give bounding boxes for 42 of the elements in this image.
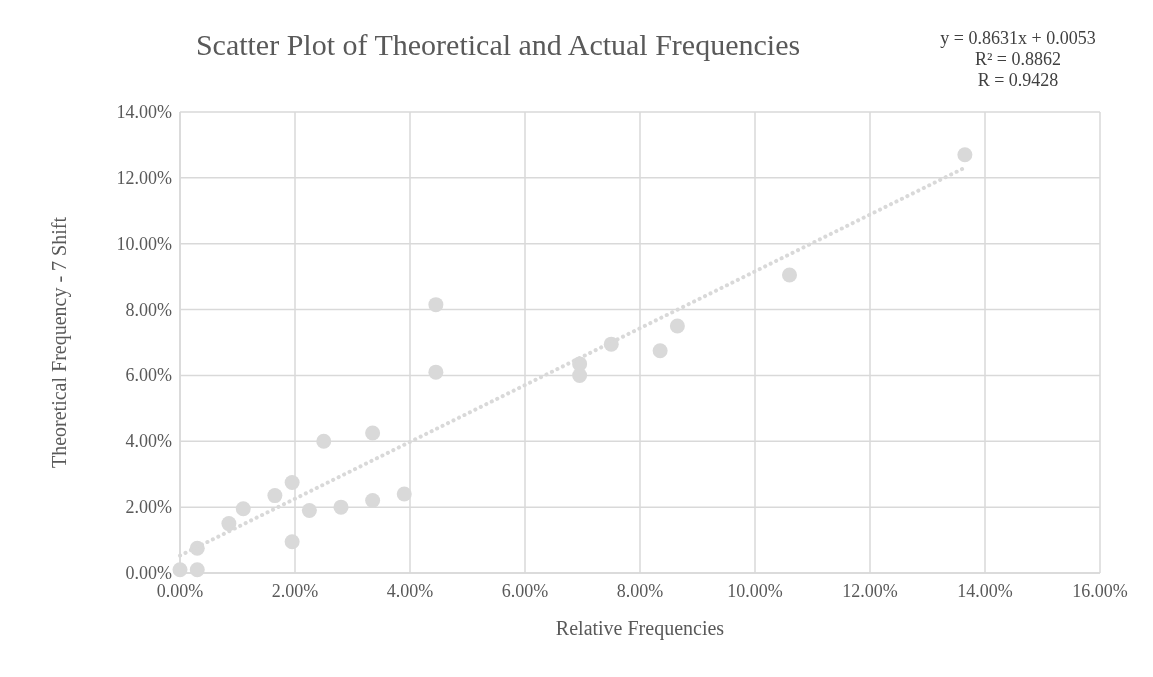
point	[235, 501, 251, 517]
x-tick-label: 14.00%	[957, 581, 1013, 601]
x-tick-label: 4.00%	[386, 581, 434, 601]
point	[428, 364, 444, 380]
text: y = 0.8631x + 0.0053	[940, 28, 1096, 48]
point	[428, 297, 444, 313]
y-tick-label: 4.00%	[125, 431, 172, 452]
point	[365, 425, 381, 441]
point	[333, 499, 349, 515]
point	[221, 516, 237, 532]
point	[652, 343, 668, 359]
point	[284, 474, 300, 490]
x-tick-label: 8.00%	[616, 581, 664, 601]
y-tick-label: 6.00%	[125, 365, 172, 386]
point	[284, 534, 300, 550]
point	[669, 318, 685, 334]
x-tick-label: 2.00%	[271, 581, 319, 601]
point	[957, 147, 973, 163]
chart-title: Scatter Plot of Theoretical and Actual Frequencies	[195, 28, 801, 61]
x-tick-label: 0.00%	[156, 581, 204, 601]
point	[189, 562, 205, 578]
y-axis-title: Theoretical Frequency - 7 Shift	[48, 216, 71, 469]
point	[267, 488, 283, 504]
x-tick-label: 6.00%	[501, 581, 549, 601]
y-tick-label: 0.00%	[125, 563, 172, 583]
point	[301, 502, 317, 518]
y-tick-label: 10.00%	[116, 233, 172, 254]
x-tick-label: 10.00%	[727, 581, 783, 601]
point	[316, 433, 332, 449]
y-tick-label: 2.00%	[125, 497, 172, 518]
text: R = 0.9428	[977, 70, 1059, 90]
point	[782, 267, 797, 283]
x-tick-label: 12.00%	[842, 581, 898, 601]
x-tick-label: 16.00%	[1072, 581, 1128, 601]
point	[396, 486, 412, 502]
y-tick-label: 8.00%	[125, 299, 172, 320]
point	[172, 562, 188, 578]
point	[365, 493, 381, 509]
text: R² = 0.8862	[974, 49, 1062, 69]
y-tick-label: 12.00%	[116, 167, 172, 188]
x-axis-title: Relative Frequencies	[555, 617, 725, 640]
y-tick-label: 14.00%	[116, 102, 172, 122]
